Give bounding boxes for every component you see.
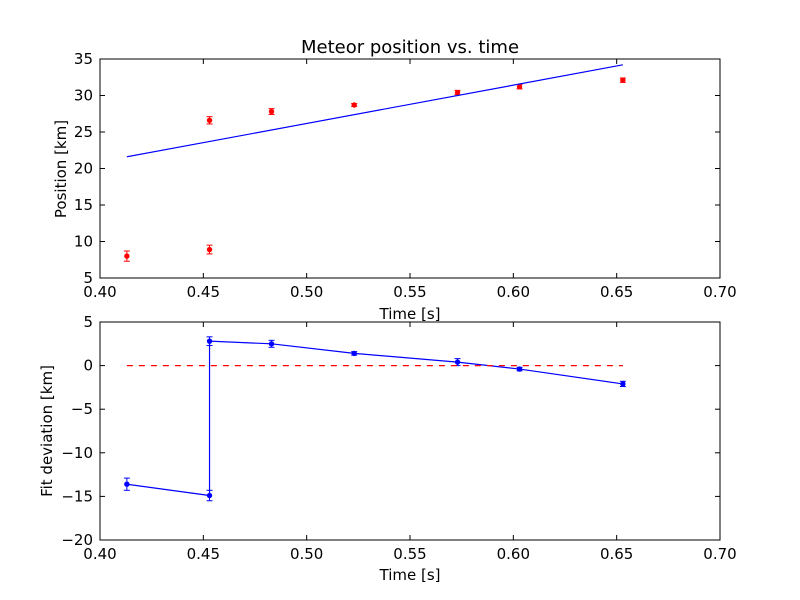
deviation-y-tick-label: 0 — [83, 357, 93, 375]
deviation-data-point — [206, 338, 213, 344]
position-x-tick-label: 0.55 — [393, 283, 426, 301]
deviation-y-tick-label: 5 — [83, 313, 93, 331]
position-y-tick-label: 15 — [74, 196, 93, 214]
position-chart: Meteor position vs. time 0.40 0.45 0.50 0.5… — [52, 37, 737, 323]
position-data-point — [206, 117, 213, 124]
position-data-point — [454, 89, 461, 96]
deviation-chart-x-axis-label: Time [s] — [379, 566, 441, 584]
deviation-data-point — [454, 359, 461, 365]
position-x-tick-label: 0.40 — [83, 283, 116, 301]
position-data-point — [620, 77, 626, 83]
deviation-plot-area: 0.40 0.45 0.50 0.55 0.60 0.65 0.70 5 0 −5 −10 −15 −2… — [61, 313, 736, 563]
position-x-tick-label: 0.70 — [703, 283, 736, 301]
deviation-axes-frame — [99, 321, 721, 541]
position-data-point — [124, 253, 130, 259]
deviation-x-tick-label: 0.65 — [600, 545, 633, 563]
position-data-point — [268, 108, 275, 115]
deviation-data-point — [516, 366, 523, 372]
deviation-x-tick-label: 0.60 — [497, 545, 530, 563]
position-data-point — [206, 246, 213, 253]
deviation-series-0-line — [126, 340, 623, 497]
deviation-y-tick-label: −20 — [61, 531, 93, 549]
position-x-tick-label: 0.60 — [497, 283, 530, 301]
position-y-tick-label: 10 — [74, 233, 93, 251]
deviation-data-point — [351, 350, 357, 357]
position-axes-frame — [99, 58, 721, 279]
deviation-x-tick-label: 0.50 — [290, 545, 323, 563]
position-x-tick-label: 0.45 — [187, 283, 220, 301]
deviation-data-point — [124, 481, 130, 487]
position-chart-title: Meteor position vs. time — [301, 37, 519, 58]
position-y-tick-label: 25 — [74, 123, 93, 141]
position-y-tick-label: 35 — [74, 50, 93, 68]
deviation-chart: 0.40 0.45 0.50 0.55 0.60 0.65 0.70 5 0 −5 −10 −15 −2… — [38, 313, 737, 584]
deviation-x-tick-label: 0.55 — [393, 545, 426, 563]
deviation-data-point — [206, 492, 213, 499]
position-data-point — [351, 102, 357, 108]
position-y-tick-label: 5 — [83, 269, 93, 287]
deviation-data-point — [620, 381, 626, 387]
position-y-tick-label: 20 — [74, 160, 93, 178]
position-data-point — [516, 84, 523, 90]
position-x-tick-label: 0.50 — [290, 283, 323, 301]
position-x-tick-label: 0.65 — [600, 283, 633, 301]
deviation-x-tick-label: 0.45 — [187, 545, 220, 563]
position-plot-area: 0.40 0.45 0.50 0.55 0.60 0.65 0.70 5 10 15 20 25 30 3… — [74, 50, 737, 301]
position-chart-y-axis-label: Position [km] — [52, 120, 70, 218]
deviation-chart-y-axis-label: Fit deviation [km] — [38, 365, 56, 497]
deviation-y-tick-label: −5 — [71, 400, 93, 418]
position-y-tick-label: 30 — [74, 87, 93, 105]
deviation-x-tick-label: 0.40 — [83, 545, 116, 563]
position-chart-x-axis-label: Time [s] — [379, 305, 441, 323]
deviation-y-tick-label: −10 — [61, 444, 93, 462]
deviation-x-tick-label: 0.70 — [703, 545, 736, 563]
deviation-y-tick-label: −15 — [61, 487, 93, 505]
position-series-1-line — [126, 64, 623, 158]
deviation-data-point — [268, 341, 275, 347]
